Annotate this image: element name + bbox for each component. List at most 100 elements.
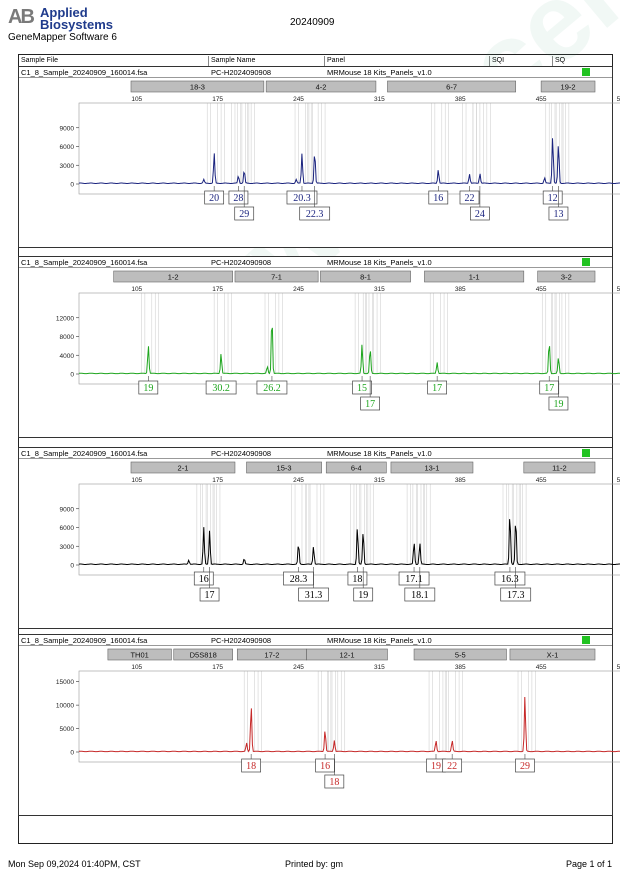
allele-call-label: 19 [431,761,441,772]
y-tick-label: 0 [70,750,74,757]
allele-call-box [353,587,374,602]
allele-call-label: 19 [143,383,153,394]
marker-bin-label: 7-1 [271,273,282,282]
printed-by: Printed by: gm [285,859,344,869]
sample-file: C1_8_Sample_20240909_160014.fsa [21,258,148,267]
marker-bin-label: 6-4 [351,464,362,473]
allele-call-box [298,587,329,602]
brand-line-2: Biosystems [40,17,113,32]
allele-call-box [427,380,447,395]
allele-call-label: 29 [520,761,530,772]
sample-file: C1_8_Sample_20240909_160014.fsa [21,449,148,458]
company-logo: AB Applied Biosystems [8,6,128,38]
allele-call-label: 22 [464,193,474,204]
sample-row: C1_8_Sample_20240909_160014.fsa PC-H20240… [19,448,612,459]
allele-call-label: 13 [553,209,563,220]
col-sample-file: Sample File [21,57,58,64]
electropherogram-panel-1: C1_8_Sample_20240909_160014.fsa PC-H20240… [18,66,620,248]
marker-bin [413,648,507,661]
allele-call-box [299,206,331,221]
allele-call-box [428,190,449,205]
allele-call-box [542,190,563,205]
y-tick-label: 3000 [60,544,75,551]
allele-call-label: 15 [357,383,367,394]
x-tick-label: 175 [212,286,223,293]
marker-bin-label: 2-1 [178,464,189,473]
x-tick-label: 385 [455,477,466,484]
marker-bin [265,80,377,93]
y-tick-label: 4000 [60,353,75,360]
quality-status-icon [582,258,590,266]
trace-line [79,327,620,375]
x-tick-label: 315 [374,477,385,484]
plot-frame [78,670,620,763]
y-tick-label: 3000 [60,163,75,170]
allele-call-label: 18 [246,761,256,772]
x-tick-label: 315 [374,286,385,293]
sample-panel: MRMouse 18 Kits_Panels_v1.0 [327,68,432,77]
marker-bin [509,648,596,661]
sample-panel: MRMouse 18 Kits_Panels_v1.0 [327,258,432,267]
marker-bin [113,270,233,283]
electropherogram-chart: 2-1 15-3 6-4 13-1 11-2 105 175 245 315 385 455 525 0… [60,461,620,602]
x-tick-label: 245 [293,477,304,484]
trace-line [78,519,620,566]
report-title: 20240909 [290,17,335,28]
marker-bin [173,648,233,661]
x-tick-label: 105 [131,286,142,293]
x-tick-label: 385 [455,96,466,103]
print-date: Mon Sep 09,2024 01:40PM, CST [8,859,141,869]
electropherogram-chart: 1-2 7-1 8-1 1-1 3-2 105 175 245 315 385 455 525 0 400… [56,270,620,411]
electropherogram-panel-3: C1_8_Sample_20240909_160014.fsa PC-H20240… [18,447,620,629]
marker-bin-label: D5S818 [190,651,217,660]
allele-call-label: 30.2 [212,383,230,394]
marker-bin-label: X-1 [547,651,559,660]
sample-row: C1_8_Sample_20240909_160014.fsa PC-H20240… [19,257,612,268]
marker-bin [234,270,319,283]
sample-row: C1_8_Sample_20240909_160014.fsa PC-H20240… [19,67,612,78]
marker-bin-label: 4-2 [316,83,327,92]
marker-bin [320,270,411,283]
x-tick-label: 455 [536,477,547,484]
allele-call-label: 19 [358,590,368,601]
sample-panel: MRMouse 18 Kits_Panels_v1.0 [327,449,432,458]
marker-bin [325,461,387,474]
x-tick-label: 175 [212,96,223,103]
x-tick-label: 315 [374,664,385,671]
allele-call-label: 18 [352,574,362,585]
allele-call-label: 22 [447,761,457,772]
allele-call-box [398,571,430,586]
software-name: GeneMapper Software 6 [8,32,117,43]
marker-bin-label: 1-1 [469,273,480,282]
x-tick-label: 525 [617,96,620,103]
allele-call-label: 20 [209,193,219,204]
x-tick-label: 455 [536,286,547,293]
x-tick-label: 245 [293,286,304,293]
allele-call-box [204,190,225,205]
marker-bin [306,648,388,661]
marker-bin-label: 5-5 [455,651,466,660]
marker-bin-label: 15-3 [277,464,292,473]
y-tick-label: 9000 [60,125,75,132]
y-tick-label: 9000 [60,506,75,513]
logo-mark: AB [8,6,35,28]
trace-line [78,138,620,185]
y-tick-label: 6000 [60,525,75,532]
marker-bin-label: 1-2 [168,273,179,282]
allele-call-box [205,380,237,395]
allele-call-box [548,396,569,411]
electropherogram-chart: 18-3 4-2 6-7 19-2 105 175 245 315 385 455 525 0 3000… [60,80,620,221]
allele-call-label: 18 [329,777,339,788]
marker-bin [424,270,525,283]
x-tick-label: 385 [455,664,466,671]
y-tick-label: 0 [70,182,74,189]
allele-call-label: 16 [433,193,443,204]
allele-call-label: 24 [475,209,485,220]
allele-call-box [515,758,535,773]
allele-call-box [286,190,318,205]
quality-status-icon [582,449,590,457]
electropherogram-panel-4: C1_8_Sample_20240909_160014.fsa PC-H20240… [18,634,620,816]
x-tick-label: 385 [455,286,466,293]
marker-bin-label: TH01 [130,651,148,660]
allele-call-label: 17 [432,383,442,394]
